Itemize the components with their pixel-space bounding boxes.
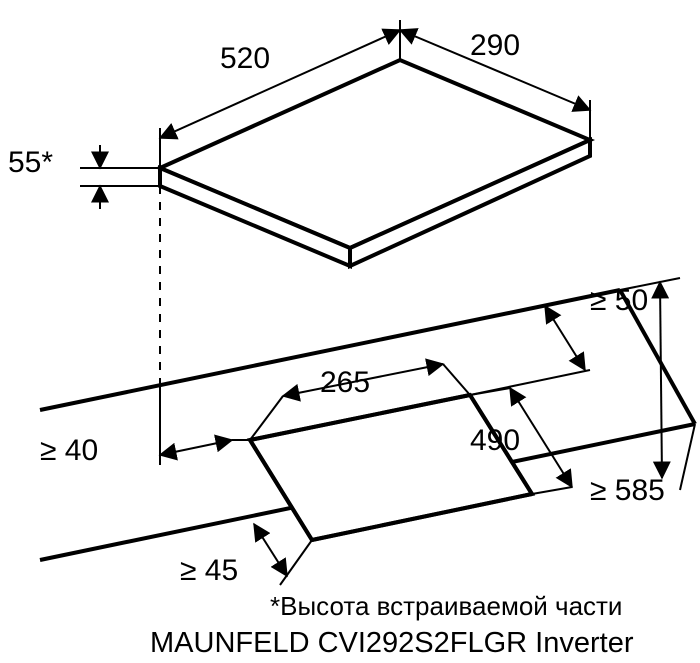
dim-top-width: 290: [470, 29, 520, 62]
technical-drawing: 520 290 55* 265 490 ≥ 50 ≥ 40 ≥ 45: [0, 0, 700, 663]
dim-clear-front: ≥ 45: [180, 554, 238, 587]
footnote-text: *Высота встраиваемой части: [270, 591, 622, 621]
dim-height: 55*: [8, 146, 53, 179]
dim-cutout-width: 265: [320, 366, 370, 399]
dim-clear-back: ≥ 50: [590, 284, 648, 317]
dim-top-depth: 520: [220, 42, 270, 75]
hob-top-view: 520 290 55*: [8, 20, 590, 266]
product-title: MAUNFELD CVI292S2FLGR Inverter: [150, 627, 634, 659]
dim-cutout-depth: 490: [470, 424, 520, 457]
dim-clear-left: ≥ 40: [40, 434, 98, 467]
dim-min-bench: ≥ 585: [590, 474, 665, 507]
